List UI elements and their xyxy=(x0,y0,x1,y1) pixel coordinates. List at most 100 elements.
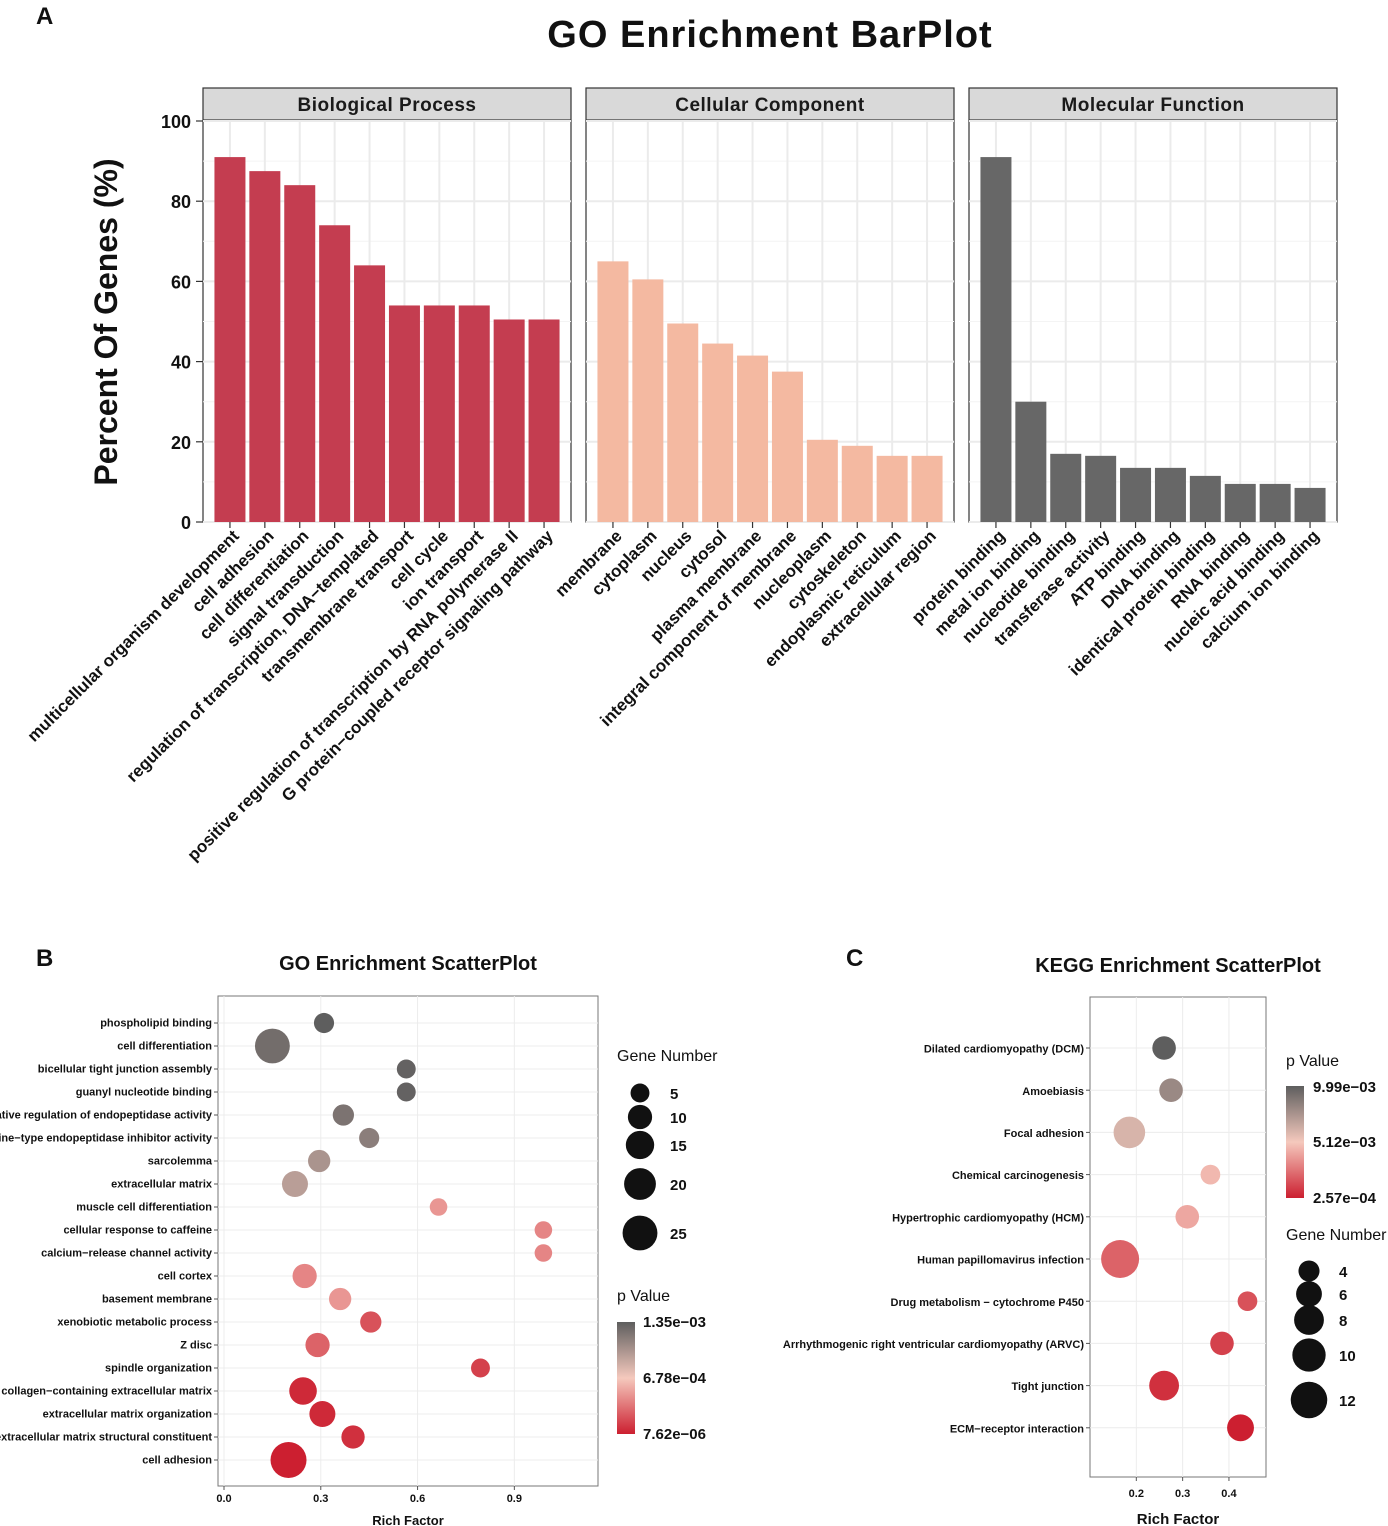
y-category-label: cell adhesion xyxy=(142,1455,212,1467)
size-legend-label: 20 xyxy=(670,1177,687,1194)
bar xyxy=(1154,467,1186,522)
go-scatter-title: GO Enrichment ScatterPlot xyxy=(279,953,537,975)
x-tick-label: 0.0 xyxy=(216,1493,231,1505)
x-tick-label: 0.3 xyxy=(1175,1488,1190,1500)
size-legend-label: 10 xyxy=(670,1110,687,1127)
y-category-label: spindle organization xyxy=(105,1363,212,1375)
kegg-size-legend: 4 6 8 10 12 xyxy=(1290,1260,1356,1419)
bar xyxy=(632,279,664,522)
size-legend-label: 15 xyxy=(670,1138,687,1155)
go-size-legend: 5 10 15 20 25 xyxy=(622,1083,687,1251)
bar xyxy=(597,261,629,522)
y-category-label: Chemical carcinogenesis xyxy=(952,1170,1084,1182)
go-barplot-y-ticks: 0 20 40 60 80 100 xyxy=(161,112,203,533)
scatter-point xyxy=(1152,1036,1176,1060)
go-color-legend-low: 7.62e−06 xyxy=(643,1426,706,1443)
y-category-label: ECM−receptor interaction xyxy=(950,1423,1084,1435)
bar xyxy=(354,265,386,522)
go-color-legend-mid: 6.78e−04 xyxy=(643,1370,707,1387)
bar xyxy=(667,323,699,522)
y-category-label: extracellular matrix organization xyxy=(43,1409,213,1421)
y-category-label: Drug metabolism − cytochrome P450 xyxy=(891,1297,1084,1309)
go-scatter-x-ticks: 0.0 0.3 0.6 0.9 xyxy=(216,1486,522,1505)
y-category-label: sarcolemma xyxy=(148,1156,213,1168)
kegg-color-legend-title: p Value xyxy=(1286,1053,1339,1070)
y-category-label: muscle cell differentiation xyxy=(76,1202,212,1214)
x-tick-label: 0.2 xyxy=(1129,1488,1144,1500)
scatter-point xyxy=(289,1377,317,1405)
size-legend-dot xyxy=(624,1168,656,1200)
y-category-label: extracellular matrix xyxy=(111,1179,213,1191)
y-category-label: Hypertrophic cardiomyopathy (HCM) xyxy=(892,1212,1084,1224)
go-barplot-title: GO Enrichment BarPlot xyxy=(547,14,992,56)
y-tick-label: 20 xyxy=(171,433,191,453)
bar xyxy=(1120,467,1152,522)
bar xyxy=(1259,483,1291,522)
size-legend-label: 10 xyxy=(1339,1348,1356,1365)
y-tick-label: 80 xyxy=(171,192,191,212)
y-tick-label: 60 xyxy=(171,272,191,292)
scatter-point xyxy=(534,1221,553,1239)
facet-strip xyxy=(585,87,955,121)
scatter-point xyxy=(305,1332,330,1358)
size-legend-dot xyxy=(1292,1338,1326,1372)
bar xyxy=(911,455,943,522)
bar xyxy=(319,225,351,522)
facet-strip-label: Molecular Function xyxy=(1061,95,1244,116)
y-category-label: collagen−containing extracellular matrix xyxy=(1,1386,212,1398)
bar xyxy=(1015,401,1047,522)
size-legend-dot xyxy=(1290,1381,1328,1419)
scatter-point xyxy=(1227,1414,1254,1442)
go-scatter-y-labels: phospholipid binding cell differentiation… xyxy=(0,1018,218,1467)
y-category-label: guanyl nucleotide binding xyxy=(76,1087,212,1099)
scatter-point xyxy=(1113,1116,1146,1149)
facet-strip-label: Cellular Component xyxy=(675,95,865,116)
scatter-point xyxy=(1159,1078,1183,1102)
go-scatter-points xyxy=(254,1012,553,1478)
y-category-label: cellular response to caffeine xyxy=(63,1225,212,1237)
bar xyxy=(1085,455,1117,522)
panel-label-b: B xyxy=(36,945,53,972)
bar xyxy=(806,439,838,522)
y-category-label: Focal adhesion xyxy=(1004,1128,1084,1140)
go-color-legend-high: 1.35e−03 xyxy=(643,1314,706,1331)
bar xyxy=(1294,487,1326,522)
y-category-label: cell cortex xyxy=(158,1271,213,1283)
size-legend-label: 5 xyxy=(670,1086,678,1103)
size-legend-dot xyxy=(627,1104,653,1130)
size-legend-label: 8 xyxy=(1339,1313,1347,1330)
bar xyxy=(771,371,803,522)
size-legend-dot xyxy=(1296,1281,1322,1307)
bar xyxy=(980,157,1012,522)
kegg-scatter-y-labels: Dilated cardiomyopathy (DCM) Amoebiasis Fo… xyxy=(783,1044,1090,1435)
y-category-label: extracellular matrix structural constitu… xyxy=(0,1432,212,1444)
scatter-point xyxy=(396,1059,416,1079)
bar xyxy=(493,319,525,522)
y-category-label: negative regulation of endopeptidase act… xyxy=(0,1110,213,1122)
scatter-point xyxy=(332,1104,355,1126)
panel-label-a: A xyxy=(36,3,53,30)
kegg-scatter-x-ticks: 0.2 0.3 0.4 xyxy=(1129,1477,1237,1500)
bar xyxy=(214,157,246,522)
scatter-point xyxy=(1101,1240,1140,1278)
size-legend-label: 4 xyxy=(1339,1264,1348,1281)
scatter-point xyxy=(309,1401,336,1427)
bar xyxy=(249,171,281,522)
scatter-point xyxy=(308,1149,331,1173)
bar xyxy=(528,319,560,522)
kegg-scatter-title: KEGG Enrichment ScatterPlot xyxy=(1035,955,1321,977)
scatter-point xyxy=(396,1082,416,1102)
go-barplot-y-label: Percent Of Genes (%) xyxy=(88,158,124,485)
y-category-label: bicellular tight junction assembly xyxy=(38,1064,213,1076)
y-category-label: cell differentiation xyxy=(117,1041,212,1053)
size-legend-dot xyxy=(1298,1260,1320,1282)
go-size-legend-title: Gene Number xyxy=(617,1048,718,1065)
scatter-point xyxy=(429,1198,448,1216)
bar xyxy=(458,305,490,522)
scatter-point xyxy=(1200,1164,1221,1185)
y-category-label: xenobiotic metabolic process xyxy=(57,1317,212,1329)
scatter-point xyxy=(360,1311,382,1333)
scatter-point xyxy=(270,1442,307,1478)
go-color-legend-title: p Value xyxy=(617,1288,670,1305)
